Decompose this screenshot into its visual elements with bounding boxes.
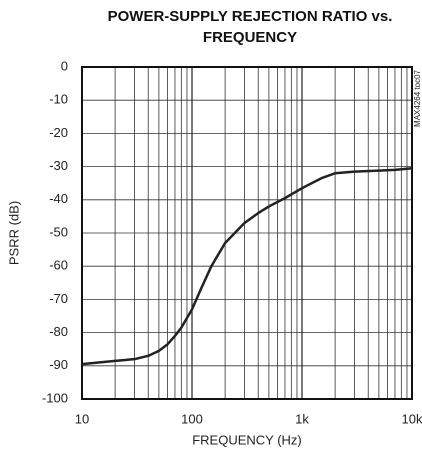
y-tick-label: -30 <box>49 158 68 173</box>
y-tick-label: 0 <box>61 58 68 73</box>
y-tick-label: -70 <box>49 291 68 306</box>
x-tick-label: 10k <box>402 411 422 426</box>
y-tick-label: -50 <box>49 224 68 239</box>
plot-frame <box>81 66 413 400</box>
y-tick-label: -40 <box>49 191 68 206</box>
x-tick-label: 1k <box>295 411 309 426</box>
x-tick-label: 10 <box>75 411 89 426</box>
y-tick-label: -10 <box>49 92 68 107</box>
figure-code: MAX4264 toc07 <box>413 69 422 126</box>
chart-title: POWER-SUPPLY REJECTION RATIO vs. FREQUEN… <box>107 8 393 46</box>
y-tick-label: -80 <box>49 324 68 339</box>
y-tick-label: -100 <box>42 390 68 405</box>
y-tick-label: -60 <box>49 258 68 273</box>
y-tick-label: -90 <box>49 357 68 372</box>
y-axis-label: PSRR (dB) <box>6 201 21 265</box>
y-tick-label: -20 <box>49 125 68 140</box>
data-line <box>81 167 413 366</box>
x-tick-label: 100 <box>181 411 203 426</box>
x-axis-label: FREQUENCY (Hz) <box>192 432 302 447</box>
